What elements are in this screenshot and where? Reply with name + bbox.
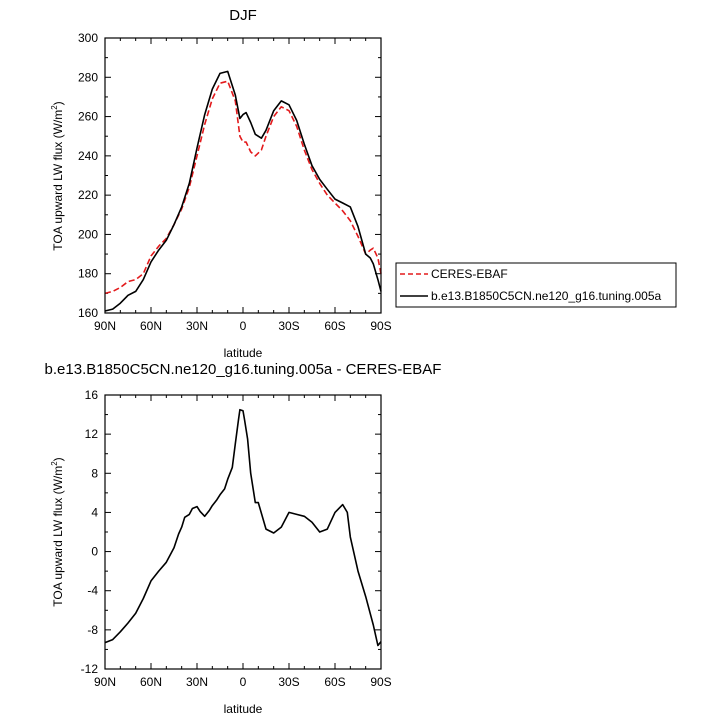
top-chart: DJF latitude TOA upward LW flux (W/m2) 9…: [50, 7, 392, 360]
bottom-y-tick-label: 0: [91, 545, 98, 559]
top-y-tick-label: 280: [78, 70, 98, 84]
bottom-chart: b.e13.B1850C5CN.ne120_g16.tuning.005a - …: [45, 361, 442, 716]
top-y-tick-label: 240: [78, 149, 98, 163]
bottom-chart-ylabel: TOA upward LW flux (W/m2): [50, 457, 65, 606]
top-y-tick-label: 220: [78, 188, 98, 202]
top-chart-xlabel: latitude: [224, 346, 263, 360]
bottom-y-tick-label: -8: [87, 623, 98, 637]
bottom-y-tick-label: -12: [81, 662, 99, 676]
bottom-x-tick-label: 90S: [370, 675, 391, 689]
bottom-y-tick-label: 12: [85, 427, 99, 441]
bottom-chart-frame: [104, 394, 382, 670]
bottom-chart-xlabel: latitude: [224, 702, 263, 716]
bottom-series-difference-line: [104, 408, 382, 647]
top-x-tick-label: 30N: [186, 319, 208, 333]
top-x-tick-label: 60S: [324, 319, 345, 333]
top-y-tick-label: 300: [78, 31, 98, 45]
top-x-tick-label: 90S: [370, 319, 391, 333]
bottom-x-tick-label: 30S: [278, 675, 299, 689]
bottom-x-tick-label: 0: [240, 675, 247, 689]
bottom-x-tick-label: 30N: [186, 675, 208, 689]
bottom-y-tick-label: 8: [91, 466, 98, 480]
legend: CERES-EBAF b.e13.B1850C5CN.ne120_g16.tun…: [395, 262, 677, 308]
legend-ceres-label: CERES-EBAF: [431, 267, 508, 281]
top-x-tick-label: 90N: [94, 319, 116, 333]
bottom-x-tick-label: 90N: [94, 675, 116, 689]
bottom-chart-title: b.e13.B1850C5CN.ne120_g16.tuning.005a - …: [45, 361, 442, 378]
top-y-tick-label: 200: [78, 227, 98, 241]
top-chart-title: DJF: [229, 7, 257, 24]
bottom-x-tick-label: 60S: [324, 675, 345, 689]
bottom-y-tick-label: 4: [91, 505, 98, 519]
top-y-tick-label: 260: [78, 110, 98, 124]
legend-frame: [395, 262, 677, 308]
top-x-tick-label: 60N: [140, 319, 162, 333]
top-y-tick-label: 180: [78, 267, 98, 281]
top-chart-ylabel: TOA upward LW flux (W/m2): [50, 101, 65, 250]
top-series-ceres-line: [104, 80, 382, 295]
legend-model-label: b.e13.B1850C5CN.ne120_g16.tuning.005a: [431, 289, 662, 303]
top-chart-frame: [104, 37, 382, 314]
top-x-tick-label: 0: [240, 319, 247, 333]
top-y-tick-label: 160: [78, 306, 98, 320]
bottom-x-tick-label: 60N: [140, 675, 162, 689]
top-series-model-line: [104, 70, 382, 312]
bottom-y-tick-label: 16: [85, 388, 99, 402]
top-x-tick-label: 30S: [278, 319, 299, 333]
bottom-y-tick-label: -4: [87, 584, 98, 598]
